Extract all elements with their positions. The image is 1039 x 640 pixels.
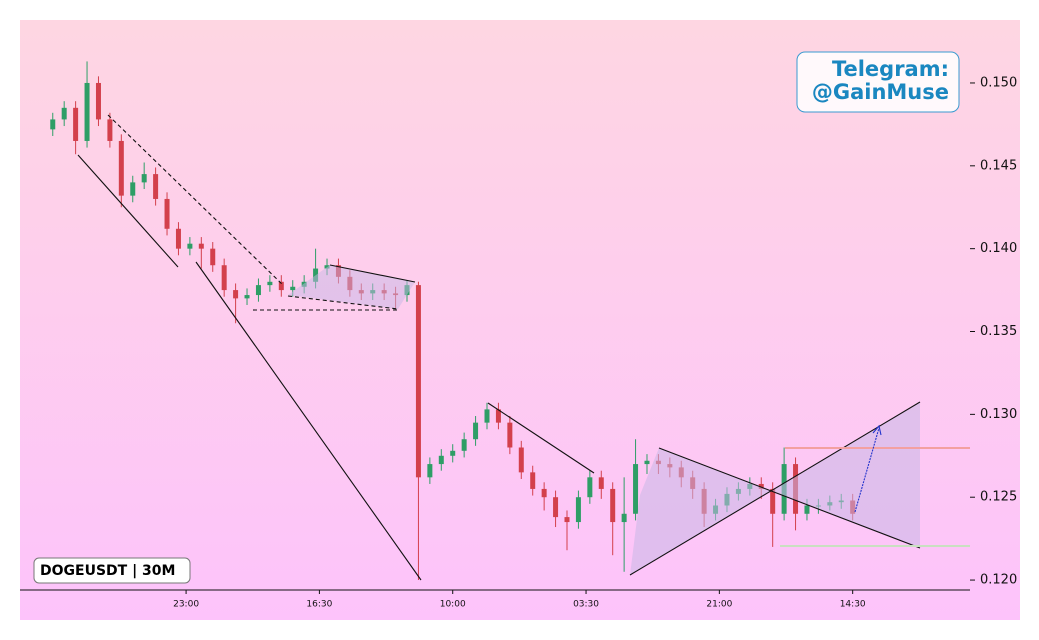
candle-body: [518, 447, 524, 473]
x-tick-label: 10:00: [440, 600, 466, 610]
candle-body: [427, 464, 433, 478]
trend-line: [77, 154, 179, 268]
candle-body: [198, 243, 204, 249]
symbol-box: [33, 557, 191, 584]
watermark: Telegram:: [832, 57, 949, 81]
trend-line: [629, 401, 921, 576]
candle-body: [541, 488, 547, 498]
candle-body: [473, 422, 479, 440]
candle-body: [313, 268, 319, 282]
candle-body: [598, 477, 604, 489]
candle-body: [221, 265, 227, 291]
y-tick-label: 0.135: [980, 324, 1017, 339]
candle-body: [141, 174, 147, 183]
drawings: [77, 114, 970, 581]
candle-body: [644, 460, 650, 465]
trend-line: [195, 261, 422, 581]
candle-body: [530, 472, 536, 489]
candle-body: [587, 477, 593, 498]
candle-body: [153, 174, 159, 199]
y-tick-label: 0.120: [980, 573, 1017, 588]
x-tick-label: 16:30: [306, 600, 332, 610]
y-tick-label: 0.130: [980, 407, 1017, 422]
trend-line: [487, 402, 595, 474]
candle-body: [438, 455, 444, 465]
candle-body: [175, 228, 181, 249]
candle-body: [278, 281, 284, 291]
candle-body: [553, 497, 559, 518]
candle-body: [164, 198, 170, 229]
candle-body: [564, 517, 570, 523]
candle-body: [187, 243, 193, 249]
candle-body: [118, 140, 124, 196]
y-tick-label: 0.145: [980, 158, 1017, 173]
candle-body: [210, 248, 216, 266]
candle-body: [233, 290, 239, 299]
candle-body: [290, 286, 296, 291]
y-tick-label: 0.140: [980, 241, 1017, 256]
projection-arrow: [854, 427, 880, 513]
watermark-box: [796, 51, 960, 113]
x-tick-label: 23:00: [173, 600, 199, 610]
candle-body: [633, 464, 639, 514]
candle-body: [95, 82, 101, 120]
candle-body: [267, 281, 273, 286]
symbol-label: DOGEUSDT | 30M: [40, 563, 175, 579]
watermark: @GainMuse: [812, 80, 949, 104]
candle-body: [610, 488, 616, 523]
y-tick-label: 0.150: [980, 75, 1017, 90]
candle-body: [415, 285, 421, 478]
candle-body: [73, 107, 79, 141]
candle-body: [255, 285, 261, 296]
candle-body: [495, 409, 501, 423]
candle-body: [84, 82, 90, 141]
candle-body: [324, 265, 330, 269]
x-tick-label: 21:00: [706, 600, 732, 610]
candle-body: [507, 422, 513, 448]
candle-body: [130, 182, 136, 196]
trend-line: [329, 264, 416, 283]
candle-body: [244, 295, 250, 299]
trend-line: [287, 295, 399, 310]
candle-body: [461, 439, 467, 451]
candle-body: [621, 513, 627, 523]
y-tick-label: 0.125: [980, 490, 1017, 505]
arrow-head: [872, 424, 882, 436]
candle-body: [484, 409, 490, 423]
candle-body: [107, 119, 113, 141]
x-tick-label: 03:30: [573, 600, 599, 610]
candle-body: [770, 488, 776, 514]
trend-line: [658, 447, 921, 549]
trend-line: [107, 114, 284, 286]
candle-body: [758, 483, 764, 489]
candle-body: [450, 450, 456, 456]
candle-body: [804, 505, 810, 514]
x-tick-label: 14:30: [840, 600, 866, 610]
candle-body: [50, 119, 56, 130]
candle-body: [575, 497, 581, 523]
candle-body: [61, 107, 67, 120]
